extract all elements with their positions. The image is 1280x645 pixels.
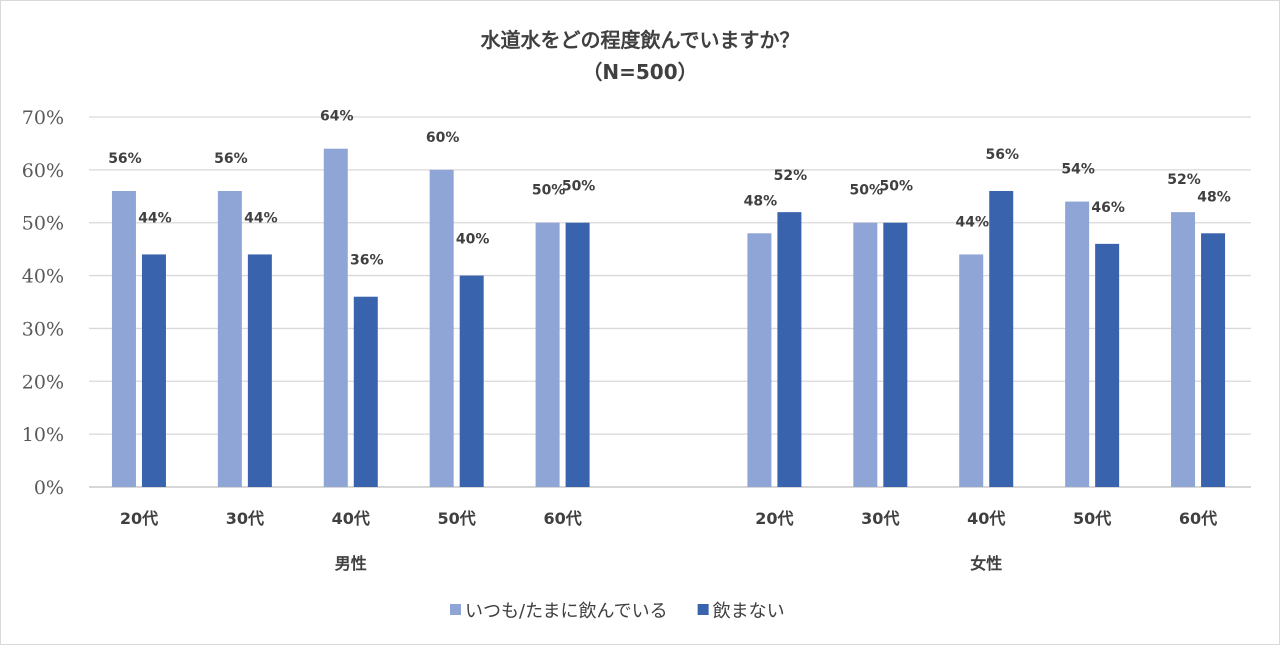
bar: [429, 169, 454, 487]
x-tick-label: 60代: [1179, 509, 1217, 528]
y-tick-label: 10%: [22, 424, 64, 446]
data-label: 44%: [955, 214, 989, 230]
y-tick-label: 40%: [22, 266, 64, 288]
data-label: 46%: [1091, 200, 1125, 216]
bar: [565, 222, 590, 487]
bar: [989, 191, 1014, 487]
x-tick-label: 50代: [1073, 509, 1111, 528]
data-label: 50%: [880, 179, 914, 195]
bar: [323, 148, 348, 487]
bar: [747, 233, 772, 487]
data-label: 60%: [426, 130, 460, 146]
bar: [141, 254, 166, 487]
bar: [1171, 212, 1196, 487]
x-tick-label: 50代: [438, 509, 476, 528]
bar: [217, 191, 242, 487]
bar: [777, 212, 802, 487]
data-label: 44%: [244, 210, 278, 226]
data-label: 50%: [562, 179, 596, 195]
chart-subtitle: （N=500）: [582, 60, 697, 84]
data-label: 64%: [320, 109, 354, 125]
chart-title: 水道水をどの程度飲んでいますか？: [481, 28, 800, 52]
x-tick-label: 40代: [967, 509, 1005, 528]
legend-label: 飲まない: [713, 601, 785, 622]
legend-swatch: [450, 604, 461, 615]
data-label: 48%: [1197, 189, 1231, 205]
group-label: 男性: [335, 554, 367, 573]
data-label: 36%: [350, 253, 384, 269]
x-tick-label: 20代: [755, 509, 793, 528]
data-label: 50%: [850, 183, 884, 199]
group-label: 女性: [970, 554, 1002, 573]
bar: [459, 275, 484, 487]
legend-swatch: [697, 604, 709, 615]
bar: [1095, 243, 1120, 487]
x-tick-label: 30代: [861, 509, 899, 528]
y-tick-label: 30%: [22, 318, 64, 340]
y-tick-label: 0%: [34, 477, 64, 499]
bar: [883, 222, 908, 487]
data-label: 56%: [108, 151, 142, 167]
data-label: 52%: [774, 168, 808, 184]
bar: [111, 191, 136, 487]
y-tick-label: 60%: [22, 160, 64, 182]
y-tick-label: 70%: [22, 107, 64, 129]
bar: [353, 296, 378, 487]
data-label: 50%: [532, 183, 566, 199]
data-label: 54%: [1061, 162, 1095, 178]
data-label: 40%: [456, 232, 490, 248]
bar: [1201, 233, 1226, 487]
y-tick-label: 20%: [22, 371, 64, 393]
bar: [959, 254, 984, 487]
data-label: 44%: [138, 210, 172, 226]
x-tick-label: 40代: [332, 509, 370, 528]
legend-label: いつも/たまに飲んでいる: [465, 601, 668, 622]
y-tick-label: 50%: [22, 213, 64, 235]
bar: [535, 222, 560, 487]
data-label: 52%: [1167, 172, 1201, 188]
x-tick-label: 30代: [226, 509, 264, 528]
data-label: 56%: [214, 151, 248, 167]
data-label: 56%: [985, 147, 1019, 163]
x-tick-label: 20代: [120, 509, 158, 528]
bar: [247, 254, 272, 487]
bar: [853, 222, 878, 487]
data-label: 48%: [744, 193, 778, 209]
x-tick-label: 60代: [543, 509, 581, 528]
bar: [1065, 201, 1090, 488]
